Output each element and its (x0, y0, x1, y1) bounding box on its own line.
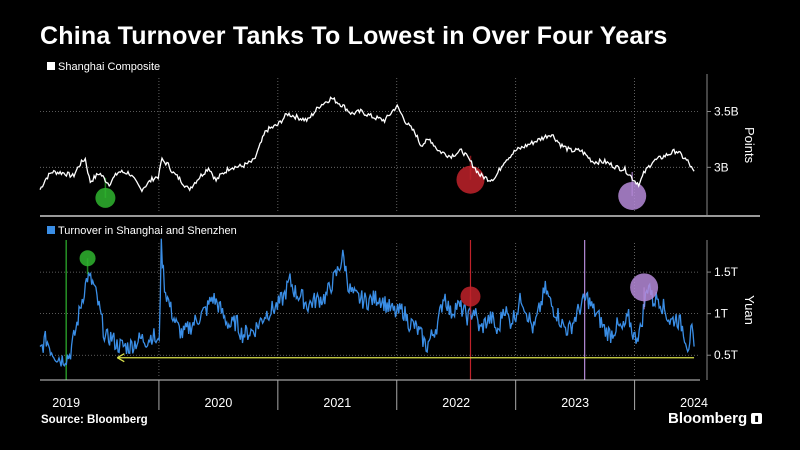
x-tick-label: 2022 (442, 396, 470, 410)
bottom-tick-label: 1.5T (714, 265, 739, 279)
bottom-markers (79, 250, 659, 315)
legend-label-turnover: Turnover in Shanghai and Shenzhen (58, 225, 237, 237)
bottom-axis-title: Yuan (742, 295, 757, 325)
x-tick-label: 2023 (561, 396, 589, 410)
top-tick-label: 3.5B (714, 105, 739, 119)
x-tick-label: 2024 (680, 396, 708, 410)
chart-icon: ▮ (751, 413, 763, 424)
bottom-y-ticks: 0.5T 1T 1.5T (707, 265, 739, 362)
bottom-gridlines (40, 271, 700, 356)
arrow-head (116, 353, 125, 363)
brand-name: Bloomberg (668, 410, 748, 427)
top-gridlines (40, 111, 700, 168)
chart-title: China Turnover Tanks To Lowest in Over F… (40, 22, 668, 50)
legend-swatch-composite (47, 62, 55, 70)
bottom-panel: Turnover in Shanghai and Shenzhen 0.5T 1T… (39, 225, 757, 380)
source-note: Source: Bloomberg (41, 414, 148, 426)
top-axis-title: Points (742, 127, 757, 164)
top-panel: Shanghai Composite 3B 3.5B Points (39, 61, 757, 215)
composite-line (39, 96, 695, 193)
legend-label-composite: Shanghai Composite (58, 61, 160, 73)
top-tick-label: 3B (714, 160, 729, 174)
x-tick-label: 2020 (204, 396, 232, 410)
top-y-ticks: 3B 3.5B (707, 105, 739, 174)
top-markers (95, 155, 647, 210)
top-year-gridlines (158, 78, 635, 212)
x-tick-label: 2021 (323, 396, 351, 410)
legend-swatch-turnover (47, 226, 55, 234)
turnover-line (39, 238, 695, 368)
brand-logo: Bloomberg ▮ (668, 410, 763, 427)
bottom-tick-label: 1T (714, 307, 729, 321)
lowest-arrow (116, 353, 695, 363)
x-tick-label: 2019 (52, 396, 80, 410)
bottom-tick-label: 0.5T (714, 348, 739, 362)
x-tick-labels: 2019 2020 2021 2022 2023 2024 (52, 380, 708, 410)
